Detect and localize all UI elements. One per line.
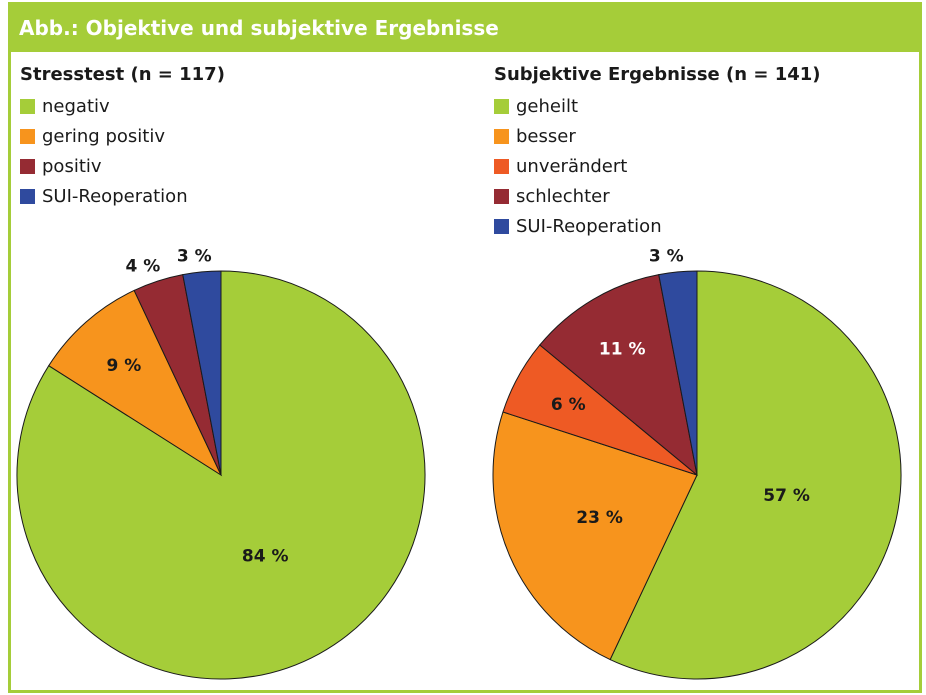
slice-label-sui-reoperation: 3 % [649,247,684,267]
legend-item-schlechter: schlechter [494,181,662,211]
subjektive-pie: 57 % 23 % 6 % 11 % 3 % [492,247,902,680]
legend-item-besser: besser [494,121,662,151]
slice-label-geheilt: 57 % [763,486,810,506]
pie-slice-sui-reoperation [182,270,222,476]
legend-label-negativ: negativ [42,95,110,117]
stresstest-legend: negativ gering positiv positiv SUI-Reope… [20,91,188,211]
pie-slice-schlechter [539,274,698,477]
pie-slice-besser [492,411,698,661]
legend-label-unveraendert: unverändert [516,155,628,177]
slice-label-positiv: 4 % [126,257,161,277]
legend-label-geheilt: geheilt [516,95,579,117]
slice-label-schlechter: 11 % [599,340,646,360]
legend-swatch-sui-reoperation [20,188,35,204]
slice-label-negativ: 84 % [242,546,289,566]
legend-label-positiv: positiv [42,155,102,177]
legend-item-sui-reoperation-2: SUI-Reoperation [494,211,662,241]
legend-item-positiv: positiv [20,151,188,181]
stresstest-chart-title: Stresstest (n = 117) [20,64,225,85]
header-bar: Abb.: Objektive und subjektive Ergebniss… [11,5,919,52]
pie-slice-gering-positiv [48,289,223,477]
legend-label-schlechter: schlechter [516,185,610,207]
legend-swatch-besser [494,128,509,144]
pie-slice-geheilt [609,270,902,680]
legend-item-geheilt: geheilt [494,91,662,121]
slice-label-besser: 23 % [576,508,623,528]
legend-swatch-positiv [20,158,35,174]
legend-item-sui-reoperation: SUI-Reoperation [20,181,188,211]
legend-swatch-negativ [20,98,35,114]
legend-swatch-gering-positiv [20,128,35,144]
legend-item-negativ: negativ [20,91,188,121]
legend-item-unveraendert: unverändert [494,151,662,181]
legend-swatch-geheilt [494,98,509,114]
legend-label-gering-positiv: gering positiv [42,125,165,147]
figure-title: Abb.: Objektive und subjektive Ergebniss… [19,16,499,40]
legend-swatch-sui-reoperation-2 [494,218,509,234]
slice-label-sui-reoperation: 3 % [177,247,212,267]
stresstest-pie: 84 % 9 % 4 % 3 % [16,247,426,680]
legend-label-sui-reoperation: SUI-Reoperation [42,185,188,207]
legend-swatch-unveraendert [494,158,509,174]
subjektive-legend: geheilt besser unverändert schlechter SU… [494,91,662,241]
slice-label-gering-positiv: 9 % [107,356,142,376]
legend-swatch-schlechter [494,188,509,204]
subjektive-chart-title: Subjektive Ergebnisse (n = 141) [494,64,821,85]
legend-label-besser: besser [516,125,576,147]
legend-label-sui-reoperation-2: SUI-Reoperation [516,215,662,237]
slice-label-unveraendert: 6 % [551,395,586,415]
legend-item-gering-positiv: gering positiv [20,121,188,151]
pie-slice-sui-reoperation [658,270,698,476]
